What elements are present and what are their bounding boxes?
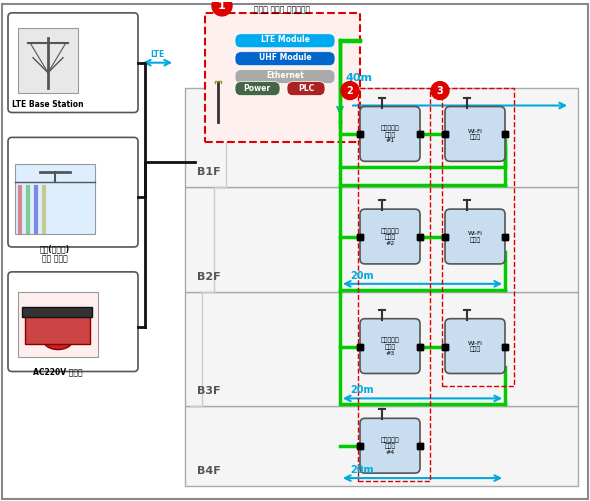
Circle shape [341,82,359,100]
Text: B3F: B3F [197,386,221,396]
Text: 다표준 이동형 게이트웨이: 다표준 이동형 게이트웨이 [254,6,310,15]
Circle shape [212,0,232,16]
Text: B2F: B2F [197,272,221,282]
Text: 20m: 20m [350,271,373,281]
FancyBboxPatch shape [8,13,138,113]
Text: Wi-Fi
중계기: Wi-Fi 중계기 [467,231,483,243]
Circle shape [431,82,449,100]
Bar [185,406,578,486]
Text: Wi-Fi
중계기: Wi-Fi 중계기 [467,341,483,352]
Text: 라이프라인
중계기
#4: 라이프라인 중계기 #4 [381,437,399,455]
Text: Ethernet: Ethernet [266,71,304,80]
Text: 라이프라인
중계기
#3: 라이프라인 중계기 #3 [381,338,399,356]
Text: 20m: 20m [350,385,373,395]
FancyBboxPatch shape [235,34,335,48]
Text: LTE Module: LTE Module [261,35,309,44]
FancyBboxPatch shape [235,82,280,96]
FancyBboxPatch shape [360,418,420,473]
Bar [18,28,78,93]
Text: 20m: 20m [350,465,373,475]
FancyBboxPatch shape [287,82,325,96]
Text: 통합(이동형)
관제 시스템: 통합(이동형) 관제 시스템 [40,244,70,264]
Bar [25,314,90,344]
Text: 1: 1 [218,1,226,11]
Text: UHF Module: UHF Module [258,53,312,62]
Ellipse shape [43,330,73,350]
Bar [185,292,578,406]
Bar [205,13,360,142]
FancyBboxPatch shape [360,107,420,161]
Text: 라이프라인
중계기
#1: 라이프라인 중계기 #1 [381,125,399,143]
Text: 라이프라인
중계기
#2: 라이프라인 중계기 #2 [381,228,399,246]
Text: B4F: B4F [197,466,221,476]
FancyBboxPatch shape [445,107,505,161]
Bar [185,187,578,292]
Text: PLC: PLC [298,84,314,93]
Text: LTE: LTE [150,50,164,59]
FancyBboxPatch shape [445,319,505,373]
Bar [185,88,578,187]
Text: 40m: 40m [345,73,372,83]
Text: Wi-Fi
중계기: Wi-Fi 중계기 [467,129,483,140]
FancyBboxPatch shape [445,209,505,264]
FancyBboxPatch shape [360,319,420,373]
FancyBboxPatch shape [360,209,420,264]
Bar [358,88,430,481]
FancyBboxPatch shape [235,52,335,66]
FancyBboxPatch shape [235,70,335,84]
FancyBboxPatch shape [8,137,138,247]
Bar [442,88,514,386]
Text: LTE Base Station: LTE Base Station [12,100,84,109]
FancyBboxPatch shape [8,272,138,372]
Bar [15,164,95,234]
Text: 2: 2 [347,86,353,96]
Bar [22,307,92,317]
Text: B1F: B1F [197,167,221,177]
Bar [18,292,98,357]
Text: Power: Power [244,84,271,93]
Text: AC220V 발전기: AC220V 발전기 [33,368,83,377]
Text: 3: 3 [437,86,443,96]
